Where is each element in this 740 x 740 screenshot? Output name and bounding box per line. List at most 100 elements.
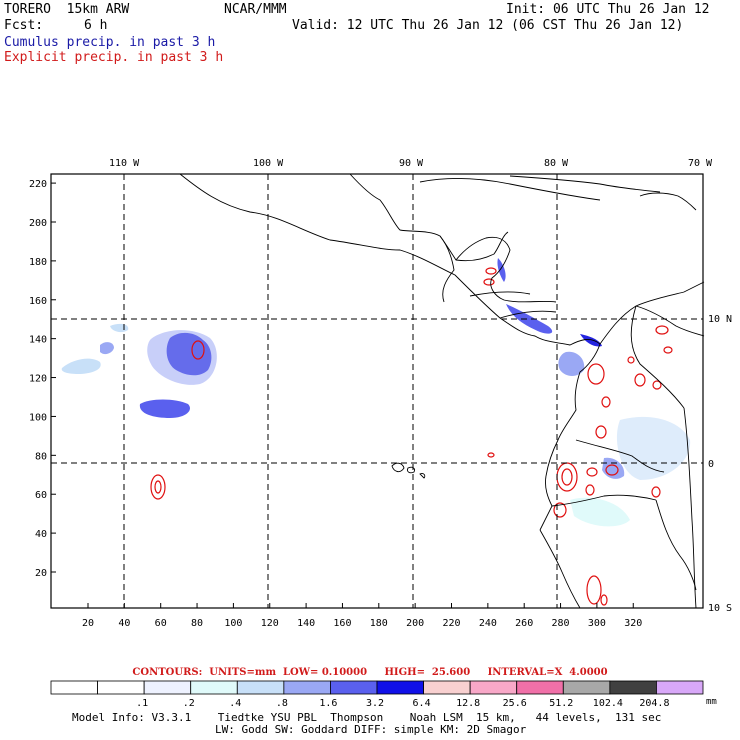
coast-mexico-pacific [179,173,601,346]
contour-panama [655,325,669,335]
border-honduras [469,291,531,297]
lat-label-10s: 10 S [708,603,732,614]
precip-blob-pacific-halo [147,330,217,385]
precip-blob-colombia-coast [558,351,585,376]
border-brazil [683,407,697,609]
contour-peru-4 [600,594,608,606]
y-tick-label: 180 [29,257,47,268]
precip-blob-central-america [506,304,553,334]
legend-swatch [283,680,331,695]
legend-label: 51.2 [549,698,573,709]
coast-cuba [419,177,601,201]
x-tick-label: 80 [191,618,203,629]
precip-blob-pacific-west [61,358,101,374]
contour-mexico-2 [483,278,495,286]
coast-yucatan [455,236,557,303]
contour-colombia-3 [634,373,646,387]
contour-mexico-1 [485,267,497,275]
y-tick-label: 80 [35,451,47,462]
contour-ecuador-3 [605,464,619,476]
coast-venezuela [635,305,705,337]
legend-swatch [609,680,657,695]
y-tick-label: 40 [35,529,47,540]
y-tick-label: 140 [29,335,47,346]
x-tick-label: 100 [224,618,242,629]
lon-label-90w: 90 W [399,158,424,169]
forecast-label: Fcst: [4,18,44,33]
border-colombia-ecuador [575,439,665,473]
coast-gulf-mexico [349,173,509,262]
x-tick-label: 20 [82,618,94,629]
legend-label: .4 [229,698,241,709]
contour-colombia-4 [652,380,662,390]
legend-swatch [423,680,471,695]
x-tick-label: 220 [442,618,460,629]
precip-blob-ecuador [602,457,625,479]
legend-swatch [236,680,285,695]
border-peru-brazil [655,499,697,591]
coast-ecuador [539,475,553,531]
legend-label: 6.4 [413,698,431,709]
y-tick-label: 20 [35,568,47,579]
contour-colombia-5 [663,346,673,354]
border-guatemala [439,235,455,303]
contour-ecuador-4 [585,484,595,496]
precip-blob-panama [580,334,602,347]
legend-label: 25.6 [503,698,527,709]
contour-pacific-south [150,474,166,500]
legend-swatch [516,680,564,695]
lat-label-0: 0 [708,459,714,470]
plot-frame [50,173,704,609]
contour-colombia-2 [627,356,635,364]
legend-swatch [97,680,145,695]
x-tick-label: 180 [370,618,388,629]
legend-swatch [50,680,98,695]
y-axis-ticks: 20 40 60 80 100 120 140 160 180 200 220 [29,179,56,579]
x-tick-label: 260 [515,618,533,629]
precip-blob-amazon-light [616,416,691,480]
precip-blob-pacific-south [139,399,190,418]
precip-blob-mexico [497,258,506,282]
explicit-precip-contours [150,267,673,606]
contour-peru-2 [651,486,661,498]
model-title: TORERO 15km ARW [4,2,130,17]
legend-label: 12.8 [456,698,480,709]
contour-ecuador-main [556,462,578,492]
border-ecuador-peru [551,494,657,507]
legend-units: mm [706,697,717,707]
precip-blob-pacific-north [110,323,129,333]
organization: NCAR/MMM [224,2,287,17]
legend-swatch [376,680,424,695]
x-tick-label: 140 [297,618,315,629]
legend-swatch [330,680,378,695]
lat-label-10n: 10 N [708,314,732,325]
y-tick-label: 200 [29,218,47,229]
cumulus-precip-areas [61,258,691,527]
legend-label: 204.8 [639,698,669,709]
legend-swatch [562,680,611,695]
contour-peru-1 [553,502,567,518]
lon-label-110w: 110 W [109,158,140,169]
legend-swatch [656,680,704,695]
contour-ecuador-inner [561,468,573,486]
contour-colombia-1 [587,363,605,385]
lon-label-100w: 100 W [253,158,284,169]
contour-pacific-main [191,340,205,360]
y-tick-label: 120 [29,374,47,385]
x-tick-label: 280 [552,618,570,629]
forecast-hours: 6 h [84,18,108,33]
border-colombia-venezuela [630,305,685,409]
x-tick-label: 300 [588,618,606,629]
legend-swatch [190,680,238,695]
legend-label: .8 [276,698,288,709]
model-info-line1: Model Info: V3.3.1 Tiedtke YSU PBL Thomp… [72,711,662,724]
y-tick-label: 160 [29,296,47,307]
contour-pacific-south-inner [154,480,162,494]
contour-mexico-3 [487,452,495,458]
field-cumulus-precip: Cumulus precip. in past 3 h [4,35,216,50]
legend-label: 102.4 [593,698,623,709]
x-tick-label: 160 [333,618,351,629]
legend-label: 1.6 [319,698,337,709]
x-tick-label: 240 [479,618,497,629]
coast-colombia-pacific [545,343,601,477]
